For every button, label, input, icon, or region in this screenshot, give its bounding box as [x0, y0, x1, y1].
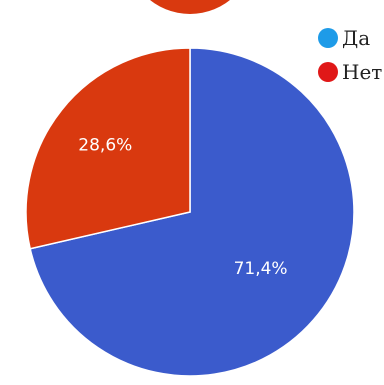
pie-slice-2	[25, 47, 191, 250]
legend: Да Нет	[318, 26, 382, 84]
slice-labels: 71,4% 28,6%	[78, 136, 287, 280]
slice-label-1: 71,4%	[234, 259, 288, 279]
pie-slices	[25, 47, 355, 377]
pie-slice-1	[29, 47, 355, 377]
legend-label-2: Нет	[342, 60, 382, 84]
legend-marker-1	[318, 28, 338, 48]
slice-label-2: 28,6%	[78, 136, 132, 156]
partial-chart-above	[150, 0, 230, 14]
legend-marker-2	[318, 62, 338, 82]
legend-label-1: Да	[342, 26, 370, 50]
